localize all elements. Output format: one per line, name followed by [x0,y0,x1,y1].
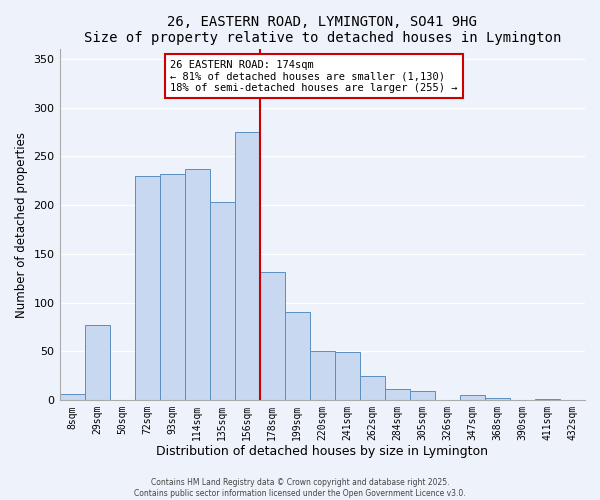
Bar [335,352,360,400]
Bar [134,176,160,400]
Bar [260,272,285,400]
Bar [185,169,209,400]
Text: Contains HM Land Registry data © Crown copyright and database right 2025.
Contai: Contains HM Land Registry data © Crown c… [134,478,466,498]
Bar [235,132,260,400]
Bar [485,398,510,400]
Bar [310,352,335,400]
X-axis label: Distribution of detached houses by size in Lymington: Distribution of detached houses by size … [156,444,488,458]
Bar [410,392,435,400]
Bar [285,312,310,400]
Bar [209,202,235,400]
Bar [535,399,560,400]
Title: 26, EASTERN ROAD, LYMINGTON, SO41 9HG
Size of property relative to detached hous: 26, EASTERN ROAD, LYMINGTON, SO41 9HG Si… [83,15,561,45]
Bar [460,396,485,400]
Bar [85,325,110,400]
Bar [160,174,185,400]
Y-axis label: Number of detached properties: Number of detached properties [15,132,28,318]
Bar [59,394,85,400]
Bar [360,376,385,400]
Text: 26 EASTERN ROAD: 174sqm
← 81% of detached houses are smaller (1,130)
18% of semi: 26 EASTERN ROAD: 174sqm ← 81% of detache… [170,60,457,93]
Bar [385,388,410,400]
